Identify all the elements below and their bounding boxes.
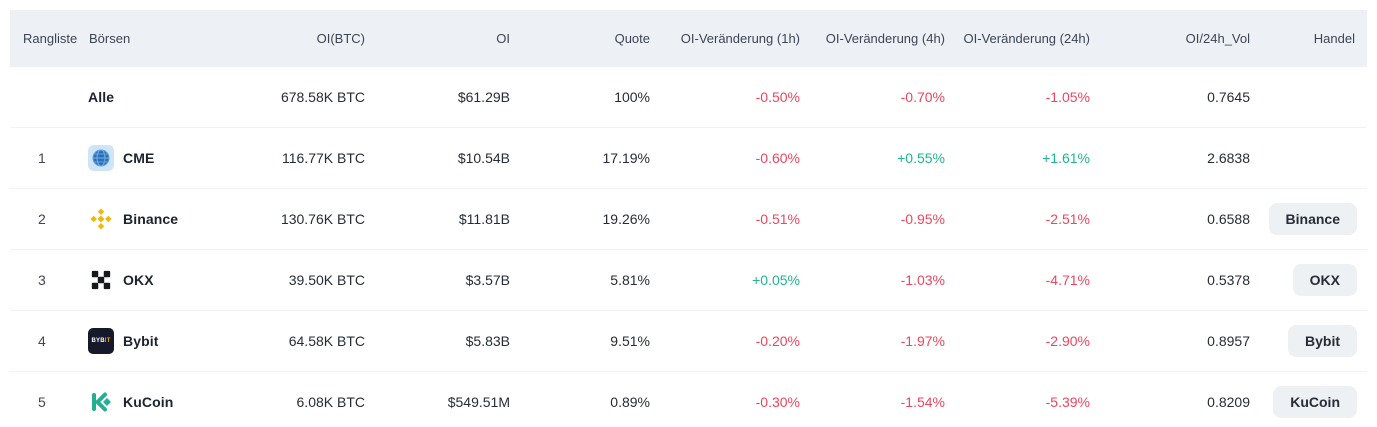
oi-24h-vol-cell: 0.7645 — [1207, 89, 1250, 105]
oi-change-1h-cell: -0.50% — [755, 89, 800, 105]
oi-cell: $3.57B — [465, 272, 510, 288]
rank-cell: 5 — [38, 394, 46, 410]
oi-change-24h-cell: -4.71% — [1045, 272, 1090, 288]
oi-change-1h-cell: +0.05% — [752, 272, 800, 288]
oi-btc-cell: 116.77K BTC — [281, 150, 365, 166]
col-header-quote: Quote — [510, 10, 650, 67]
col-header-oi-change-1h: OI-Veränderung (1h) — [650, 10, 800, 67]
bybit-icon: BYBIT — [88, 328, 114, 354]
col-header-oi: OI — [365, 10, 510, 67]
oi-cell: $10.54B — [457, 150, 510, 166]
rank-cell: 2 — [38, 211, 46, 227]
exchange-name: Binance — [123, 211, 179, 227]
oi-change-1h-cell: -0.51% — [755, 211, 800, 227]
table-row-binance: 2 Binance — [10, 189, 1367, 250]
rank-cell — [10, 67, 75, 128]
kucoin-icon — [88, 389, 114, 415]
trade-button-okx[interactable]: OKX — [1292, 264, 1357, 296]
oi-change-4h-cell: -1.03% — [900, 272, 945, 288]
oi-change-24h-cell: -5.39% — [1045, 394, 1090, 410]
rank-cell: 1 — [38, 150, 46, 166]
oi-change-24h-cell: +1.61% — [1042, 150, 1090, 166]
oi-btc-cell: 6.08K BTC — [296, 394, 365, 410]
oi-change-4h-cell: -1.97% — [900, 333, 945, 349]
oi-change-4h-cell: -0.95% — [900, 211, 945, 227]
rank-cell: 4 — [38, 333, 46, 349]
oi-change-4h-cell: +0.55% — [897, 150, 945, 166]
oi-btc-cell: 64.58K BTC — [288, 333, 365, 349]
binance-icon — [88, 206, 114, 232]
table-row-okx: 3 OKX — [10, 250, 1367, 311]
col-header-oi-change-4h: OI-Veränderung (4h) — [800, 10, 945, 67]
quote-cell: 100% — [614, 89, 650, 105]
oi-cell: $11.81B — [458, 211, 510, 227]
quote-cell: 17.19% — [602, 150, 650, 166]
oi-change-4h-cell: -1.54% — [900, 394, 945, 410]
col-header-boersen: Börsen — [75, 10, 225, 67]
oi-btc-cell: 39.50K BTC — [288, 272, 365, 288]
oi-cell: $5.83B — [465, 333, 510, 349]
table-row-alle: Alle 678.58K BTC $61.29B 100% -0.50% -0.… — [10, 67, 1367, 128]
oi-cell: $61.29B — [457, 89, 510, 105]
col-header-oi-change-24h: OI-Veränderung (24h) — [945, 10, 1090, 67]
oi-24h-vol-cell: 0.8957 — [1207, 333, 1250, 349]
oi-24h-vol-cell: 0.6588 — [1207, 211, 1250, 227]
quote-cell: 9.51% — [610, 333, 650, 349]
exchange-name: CME — [123, 150, 155, 166]
col-header-handel: Handel — [1250, 10, 1367, 67]
oi-change-4h-cell: -0.70% — [900, 89, 945, 105]
col-header-rangliste: Rangliste — [10, 10, 77, 67]
oi-change-1h-cell: -0.60% — [755, 150, 800, 166]
exchange-name: KuCoin — [123, 394, 174, 410]
quote-cell: 19.26% — [602, 211, 650, 227]
cme-icon — [88, 145, 114, 171]
oi-24h-vol-cell: 0.8209 — [1207, 394, 1250, 410]
col-header-oi-btc: OI(BTC) — [225, 10, 365, 67]
oi-cell: $549.51M — [447, 394, 510, 410]
okx-icon — [88, 267, 114, 293]
trade-button-bybit[interactable]: Bybit — [1288, 325, 1357, 357]
oi-change-24h-cell: -1.05% — [1045, 89, 1090, 105]
col-header-oi-24h-vol: OI/24h_Vol — [1090, 10, 1250, 67]
table-row-kucoin: 5 KuCoin 6.08K BTC — [10, 372, 1367, 427]
oi-24h-vol-cell: 0.5378 — [1207, 272, 1250, 288]
oi-btc-cell: 678.58K BTC — [280, 89, 365, 105]
table-header: Rangliste Börsen OI(BTC) OI Quote OI-Ver… — [10, 10, 1367, 67]
quote-cell: 0.89% — [610, 394, 650, 410]
oi-btc-cell: 130.76K BTC — [280, 211, 365, 227]
oi-change-1h-cell: -0.20% — [755, 333, 800, 349]
exchange-name: OKX — [123, 272, 154, 288]
oi-change-1h-cell: -0.30% — [755, 394, 800, 410]
trade-button-binance[interactable]: Binance — [1268, 203, 1357, 235]
quote-cell: 5.81% — [610, 272, 650, 288]
oi-change-24h-cell: -2.51% — [1045, 211, 1090, 227]
exchange-open-interest-table: Rangliste Börsen OI(BTC) OI Quote OI-Ver… — [10, 10, 1367, 427]
oi-change-24h-cell: -2.90% — [1045, 333, 1090, 349]
exchange-name: Alle — [88, 89, 115, 105]
trade-button-kucoin[interactable]: KuCoin — [1273, 386, 1357, 418]
table-row-cme: 1 CME 116.77K BTC — [10, 128, 1367, 189]
table-row-bybit: 4 BYBIT Bybit 64.58K BTC $5.83B 9.51% -0… — [10, 311, 1367, 372]
oi-24h-vol-cell: 2.6838 — [1207, 150, 1250, 166]
exchange-name: Bybit — [123, 333, 159, 349]
rank-cell: 3 — [38, 272, 46, 288]
